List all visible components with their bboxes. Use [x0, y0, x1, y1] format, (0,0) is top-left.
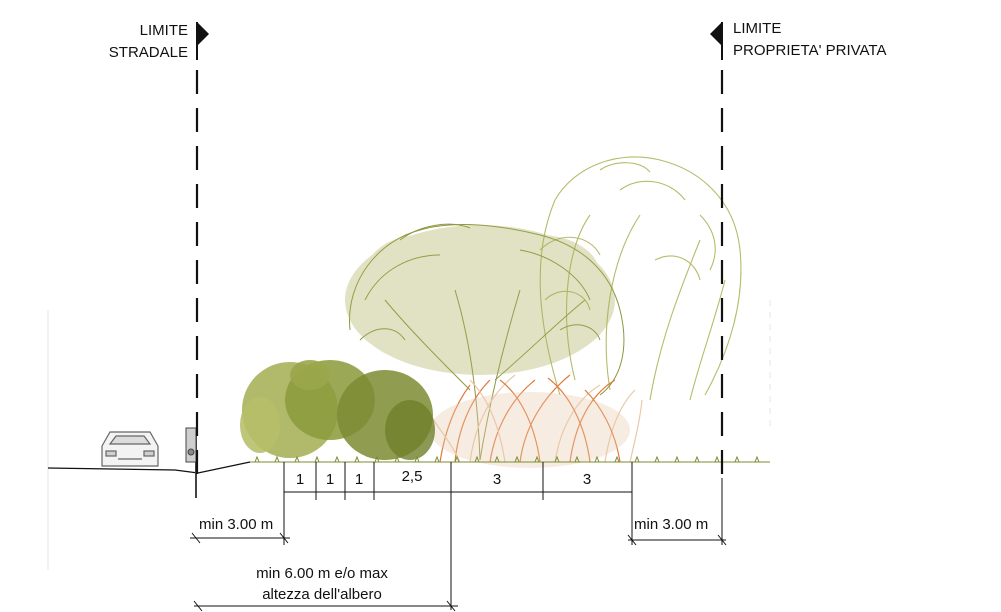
background-tree [539, 156, 742, 401]
private-limit-flag-icon [710, 22, 722, 46]
road-sign-icon [185, 427, 197, 498]
segment-label-2: 1 [325, 471, 335, 488]
tree-distance-dimension [193, 600, 458, 612]
road-limit-label-line2: STRADALE [108, 44, 188, 61]
min-private-dimension [627, 478, 727, 546]
private-limit-label-line2: PROPRIETA' PRIVATA [733, 42, 887, 59]
road-limit-label-line1: LIMITE [139, 22, 188, 39]
road-limit-flag-icon [197, 22, 209, 46]
segment-label-5: 3 [492, 471, 502, 488]
road-ground-line [47, 461, 251, 474]
middle-tree [349, 223, 625, 461]
tree-distance-label-line1: min 6.00 m e/o max [256, 565, 388, 582]
dimension-chain [283, 462, 633, 610]
shrub-cluster [240, 360, 435, 460]
car-icon [101, 431, 159, 467]
min-private-offset-label: min 3.00 m [634, 516, 709, 533]
grass-tufts [430, 392, 630, 468]
min-road-dimension [190, 500, 290, 545]
tree-distance-label-line2: altezza dell'albero [262, 586, 382, 603]
segment-label-4: 2,5 [401, 468, 423, 485]
min-road-offset-label: min 3.00 m [199, 516, 274, 533]
segment-label-1: 1 [295, 471, 305, 488]
private-limit-label-line1: LIMITE [733, 20, 782, 37]
segment-label-3: 1 [354, 471, 364, 488]
ground-grass [250, 455, 770, 463]
middle-tree-foliage [345, 225, 615, 375]
segment-label-6: 3 [582, 471, 592, 488]
ornamental-grasses [427, 374, 643, 463]
